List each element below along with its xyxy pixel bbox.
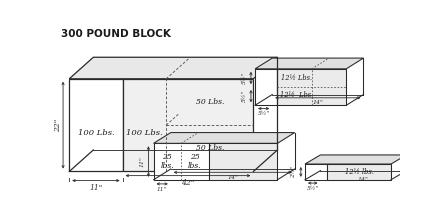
Text: 12½ Lbs.: 12½ Lbs. — [281, 74, 312, 82]
Polygon shape — [154, 143, 209, 180]
Text: 14": 14" — [227, 175, 238, 180]
Polygon shape — [255, 58, 364, 69]
Polygon shape — [209, 143, 278, 180]
Text: 5½": 5½" — [258, 111, 270, 116]
Text: 25
lbs.: 25 lbs. — [161, 153, 174, 170]
Text: 14": 14" — [358, 177, 369, 182]
Polygon shape — [305, 164, 327, 180]
Polygon shape — [305, 155, 407, 164]
Text: 25
lbs.: 25 lbs. — [188, 153, 202, 170]
Polygon shape — [69, 79, 123, 172]
Text: 12½  Lbs.: 12½ Lbs. — [280, 91, 313, 99]
Text: 12½ lbs.: 12½ lbs. — [345, 168, 373, 176]
Text: 11": 11" — [89, 184, 103, 192]
Text: 5½": 5½" — [242, 72, 246, 84]
Text: 50 Lbs.: 50 Lbs. — [196, 144, 224, 152]
Text: 14": 14" — [313, 100, 323, 106]
Polygon shape — [69, 57, 278, 79]
Text: 100 Lbs.: 100 Lbs. — [78, 129, 114, 137]
Text: 22": 22" — [54, 118, 62, 132]
Polygon shape — [327, 164, 391, 180]
Polygon shape — [255, 69, 278, 105]
Polygon shape — [278, 69, 346, 105]
Text: 42": 42" — [181, 179, 194, 187]
Text: 11": 11" — [140, 156, 145, 167]
Text: 11": 11" — [157, 187, 167, 192]
Text: 2½": 2½" — [291, 166, 297, 178]
Text: 50 Lbs.: 50 Lbs. — [196, 98, 224, 106]
Text: 5½": 5½" — [242, 90, 246, 102]
Polygon shape — [123, 79, 254, 172]
Text: 100 Lbs.: 100 Lbs. — [126, 129, 163, 137]
Text: 5½": 5½" — [307, 186, 319, 191]
Text: 300 POUND BLOCK: 300 POUND BLOCK — [61, 29, 170, 39]
Polygon shape — [154, 133, 295, 143]
